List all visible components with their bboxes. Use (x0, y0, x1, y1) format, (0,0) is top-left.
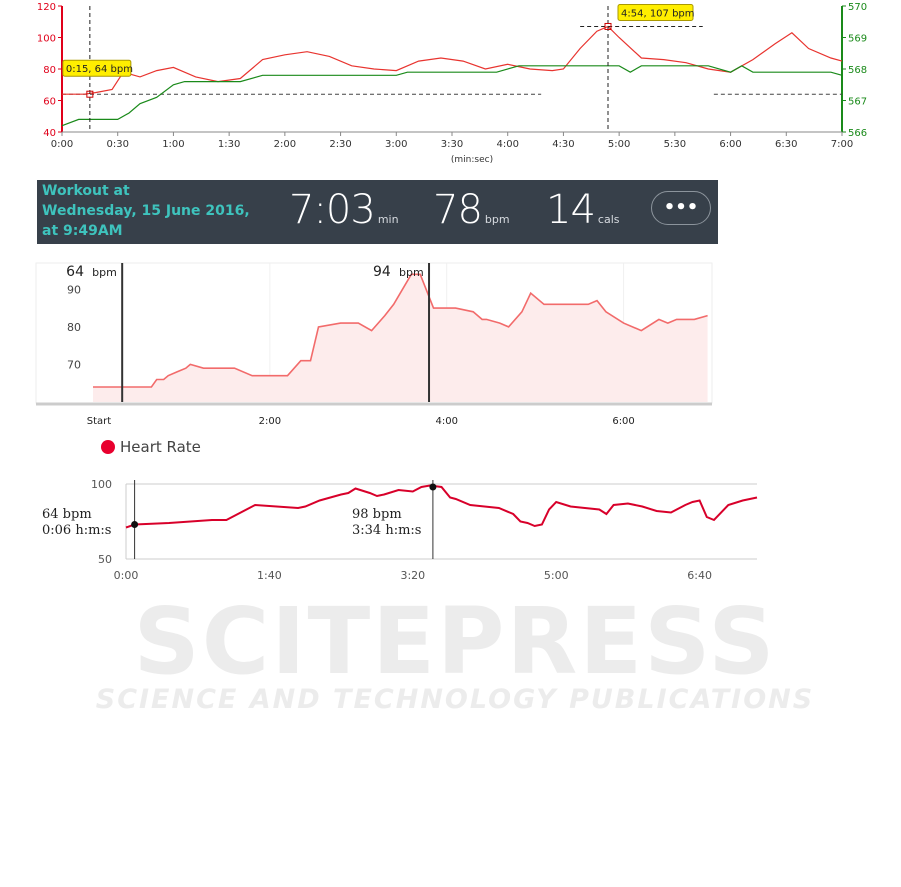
legend-heart-rate: Heart Rate (101, 438, 201, 456)
left-axis-tick-label: 80 (43, 65, 56, 76)
y-axis-tick-label: 50 (98, 553, 112, 566)
duration-unit: min (377, 213, 399, 226)
marker-time-label: 0:06 h:m:s (42, 523, 111, 538)
x-axis-tick-label: 1:30 (218, 139, 240, 150)
right-axis-tick-label: 567 (848, 97, 867, 108)
x-axis-tick-label: 2:00 (259, 416, 281, 427)
workout-title-line: Workout at (42, 183, 130, 199)
marker-dot (131, 521, 139, 528)
x-axis-tick-label: 6:40 (687, 569, 712, 582)
chart-a: 40 60 80 100 120 566 567 568 569 570 0:00 0:30 1:00 1… (37, 2, 867, 165)
calories-unit: cals (597, 213, 620, 226)
heart-rate-line (125, 484, 758, 529)
heart-rate-unit: bpm (484, 213, 510, 226)
marker-value: 64 (66, 264, 84, 280)
x-axis-tick-label: 6:00 (612, 416, 634, 427)
marker-dot (429, 483, 437, 491)
right-axis-tick-label: 570 (848, 2, 867, 13)
y-axis-tick-label: 80 (67, 321, 81, 334)
x-axis-tick-label: Start (87, 416, 112, 427)
workout-title-line: at 9:49AM (42, 223, 123, 239)
more-options-button[interactable]: ••• (651, 191, 711, 225)
marker-value: 94 (373, 264, 391, 280)
chart-b-frame (35, 262, 713, 404)
heart-rate-stat: 78 bpm (433, 186, 510, 234)
heart-rate-value: 78 (433, 187, 483, 233)
heart-rate-series-line (62, 25, 843, 95)
x-axis-tick-label: 4:00 (496, 139, 518, 150)
workout-title-line: Wednesday, 15 June 2016, (42, 203, 250, 219)
x-axis-tick-label: 5:00 (544, 569, 569, 582)
y-axis-tick-label: 100 (91, 478, 112, 491)
heart-rate-area (93, 274, 708, 402)
callout-box-1 (62, 59, 132, 77)
marker-time-label: 3:34 h:m:s (352, 523, 421, 538)
duration-stat: 7:03 min (289, 186, 399, 234)
x-axis-tick-label: 1:00 (162, 139, 184, 150)
left-axis-tick-label: 100 (37, 34, 56, 45)
marker-value-label: 64 bpm (42, 507, 92, 522)
callout-marker-1 (86, 90, 94, 98)
heart-rate-legend-swatch (101, 440, 115, 454)
callout-marker-2 (604, 22, 612, 30)
y-axis-tick-label: 70 (67, 358, 81, 371)
left-axis-tick-label: 120 (37, 2, 56, 13)
x-axis-tick-label: 4:00 (435, 416, 457, 427)
marker-value-label: 98 bpm (352, 507, 402, 522)
right-axis-tick-label: 569 (848, 34, 867, 45)
x-axis-tick-label: 3:30 (441, 139, 463, 150)
callout-label-2: 4:54, 107 bpm (621, 8, 695, 19)
calories-value: 14 (546, 187, 596, 233)
x-axis-title: (min:sec) (451, 155, 493, 165)
heart-rate-line (93, 273, 708, 388)
watermark-subtitle: SCIENCE AND TECHNOLOGY PUBLICATIONS (95, 684, 815, 715)
watermark-title: SCITEPRESS (133, 588, 777, 695)
marker-unit: bpm (92, 266, 117, 279)
marker-unit: bpm (399, 266, 424, 279)
x-axis-tick-label: 5:30 (664, 139, 686, 150)
x-axis-tick-label: 3:20 (400, 569, 425, 582)
right-axis-tick-label: 568 (848, 65, 867, 76)
x-axis-tick-label: 3:00 (385, 139, 407, 150)
x-axis-tick-label: 1:40 (257, 569, 282, 582)
marker-label-bg (345, 498, 425, 534)
callout-box-2 (617, 3, 694, 21)
x-axis-tick-label: 0:00 (51, 139, 73, 150)
callout-label-1: 0:15, 64 bpm (66, 64, 133, 75)
workout-title: Workout at Wednesday, 15 June 2016, at 9:4… (42, 181, 250, 241)
x-axis-tick-label: 6:00 (719, 139, 741, 150)
duration-value: 7:03 (289, 187, 376, 233)
workout-summary-panel: Workout at Wednesday, 15 June 2016, at 9:4… (37, 180, 718, 244)
x-axis-tick-label: 2:30 (329, 139, 351, 150)
right-axis-tick-label: 566 (848, 128, 867, 139)
secondary-series-line (61, 65, 843, 127)
calories-stat: 14 cals (546, 186, 619, 234)
x-axis-tick-label: 6:30 (775, 139, 797, 150)
x-axis-tick-label: 2:00 (274, 139, 296, 150)
x-axis-tick-label: 4:30 (552, 139, 574, 150)
y-axis-tick-label: 90 (67, 283, 81, 296)
x-axis-tick-label: 5:00 (608, 139, 630, 150)
x-axis-tick-label: 7:00 (831, 139, 853, 150)
x-axis-tick-label: 0:30 (106, 139, 128, 150)
left-axis-tick-label: 40 (43, 128, 56, 139)
legend-label: Heart Rate (120, 438, 201, 456)
x-axis-tick-label: 0:00 (114, 569, 139, 582)
left-axis-tick-label: 60 (43, 97, 56, 108)
